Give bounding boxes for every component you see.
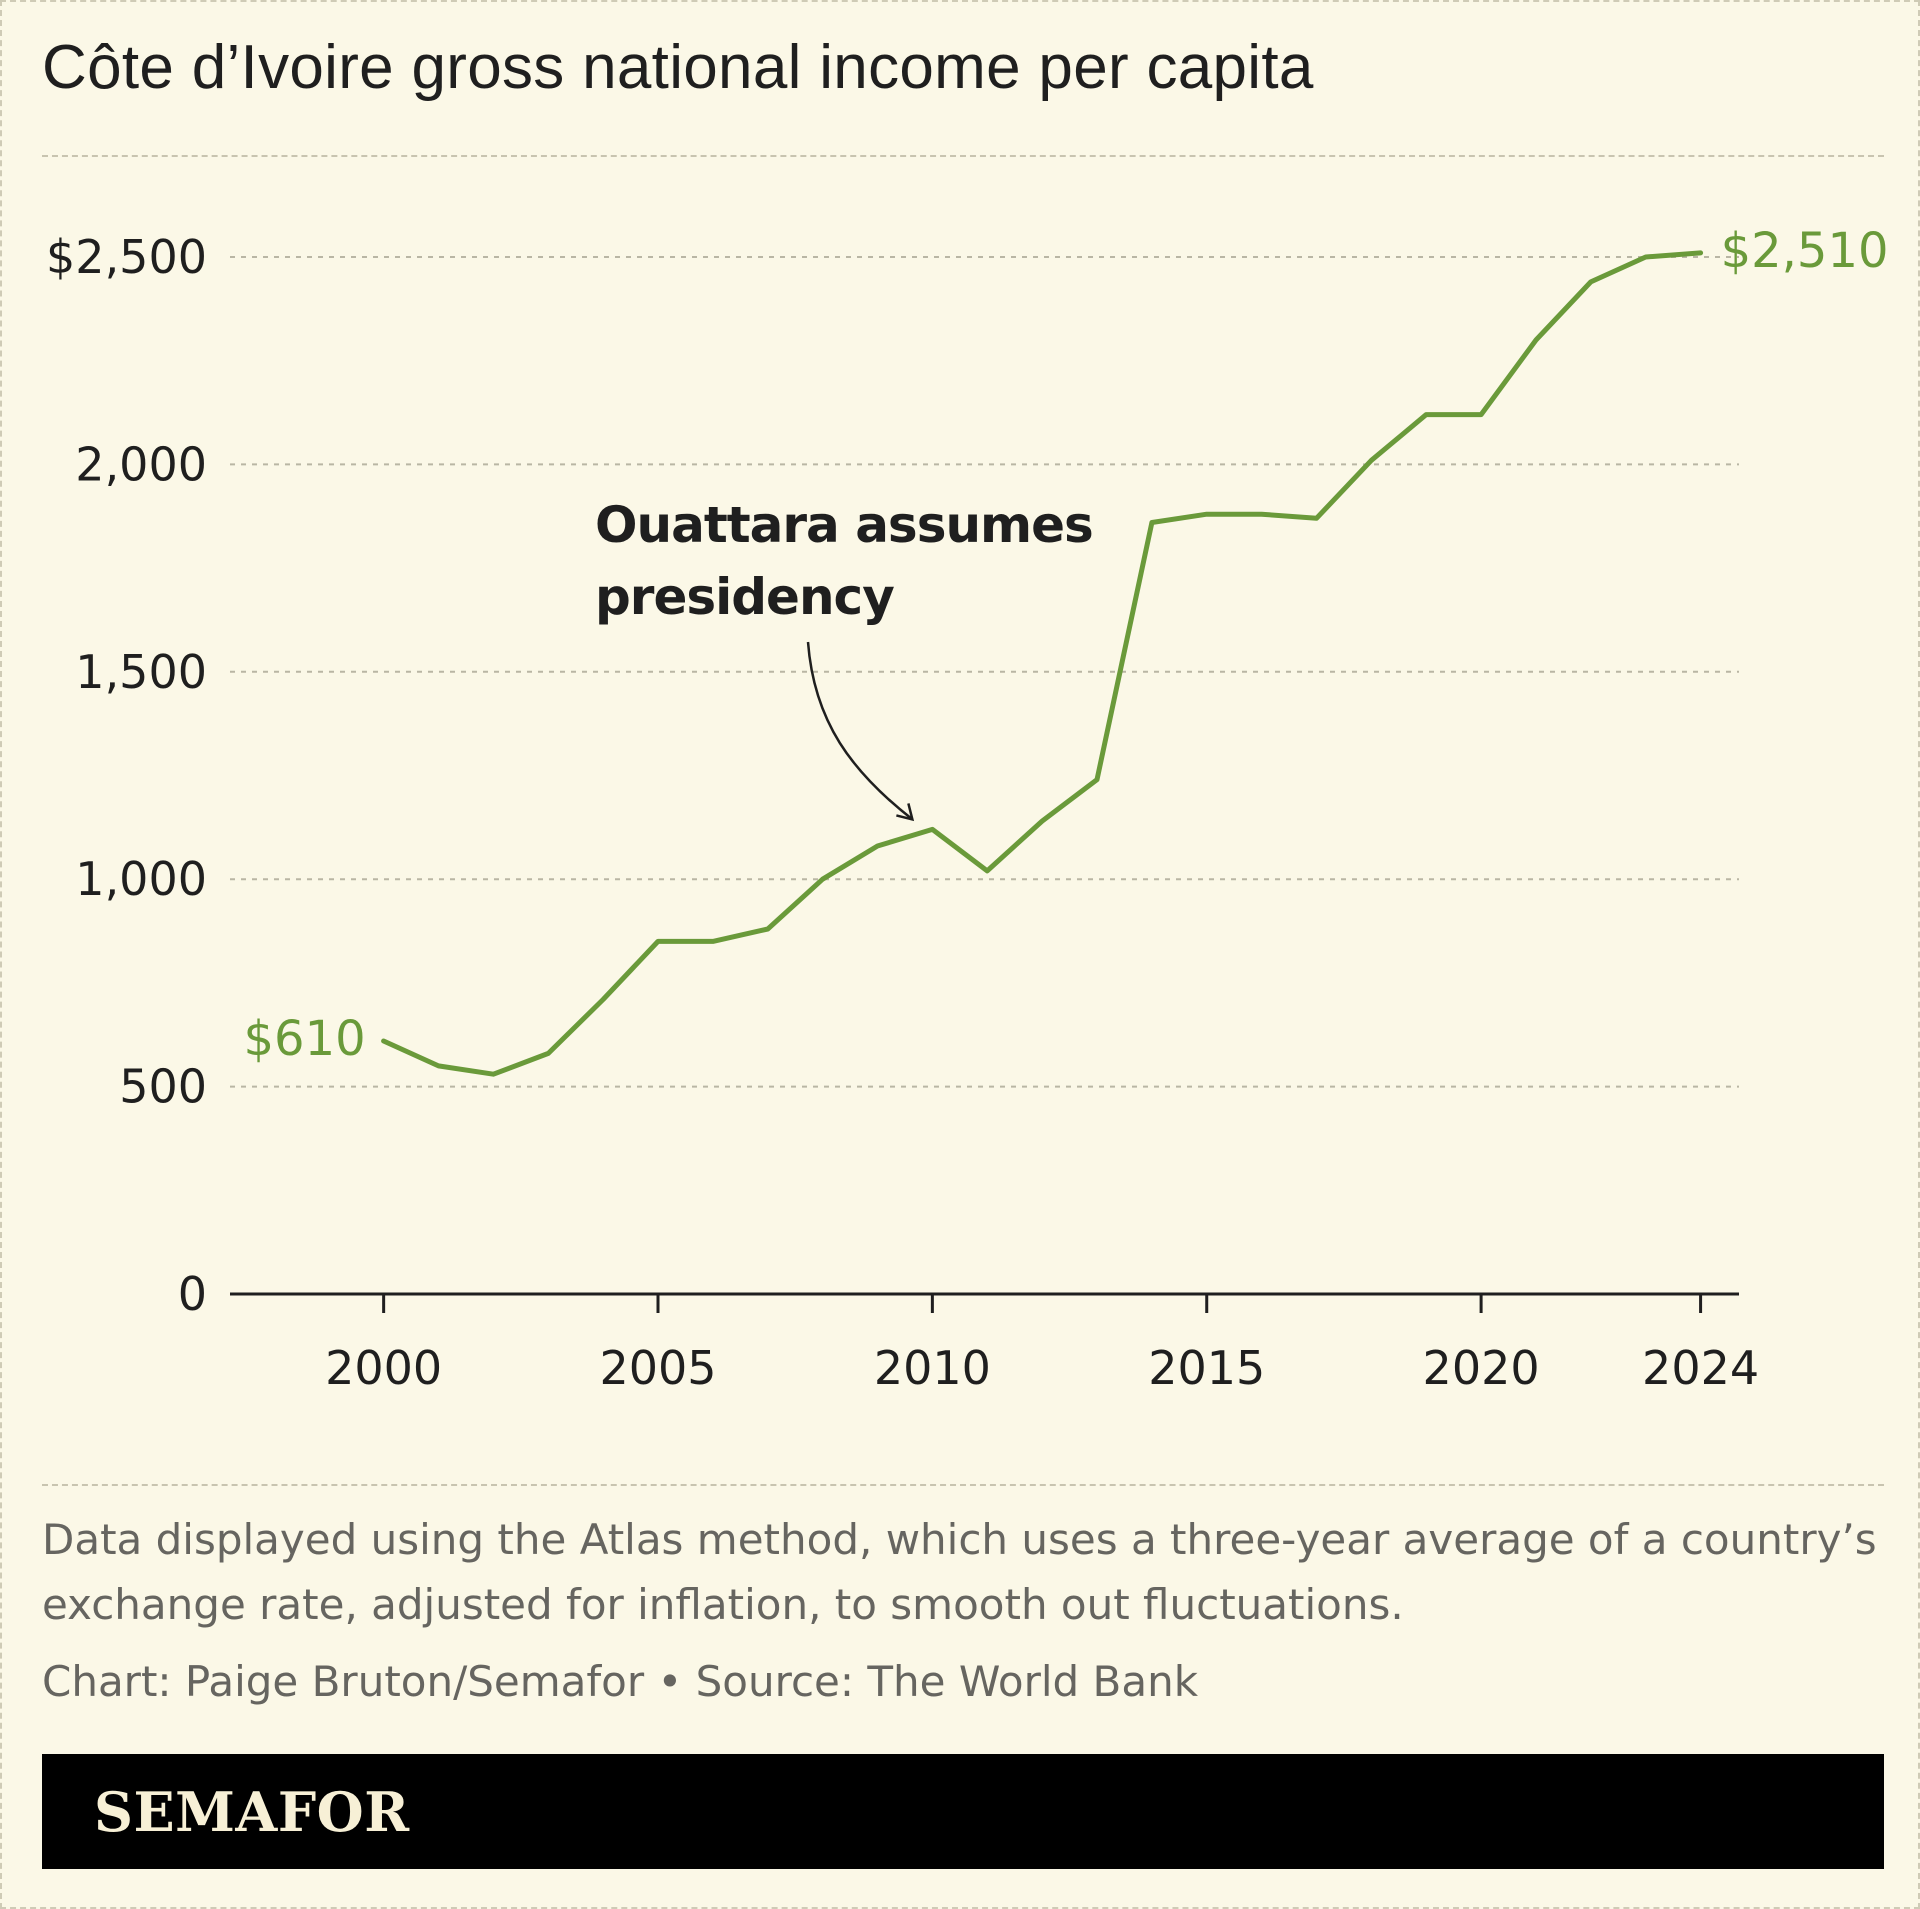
annotation-label: Ouattara assumes (595, 496, 1093, 554)
x-tick-label: 2015 (1148, 1341, 1265, 1395)
annotation-arrow (806, 641, 914, 821)
y-tick-label: 1,500 (75, 645, 207, 699)
chart-title: Côte d’Ivoire gross national income per … (42, 33, 1314, 102)
top-divider (42, 155, 1884, 157)
x-tick-label: 2005 (599, 1341, 716, 1395)
x-tick-label: 2020 (1423, 1341, 1540, 1395)
gridlines (230, 256, 1739, 1088)
x-tick-label: 2010 (874, 1341, 991, 1395)
line-chart: 0 500 1,000 1,500 2,000 $2,500 2000 2005 2010 201… (46, 223, 1889, 1395)
annotation-arrowhead (896, 803, 915, 822)
x-tick-label: 2024 (1642, 1341, 1759, 1395)
brand-logo: SEMAFOR (94, 1780, 410, 1844)
chart-credit: Chart: Paige Bruton/Semafor • Source: Th… (42, 1657, 1199, 1706)
annotations: $610 $2,510 Ouattara assumes presidency (243, 223, 1888, 1067)
y-tick-label: 0 (178, 1267, 207, 1321)
y-tick-label: 1,000 (75, 852, 207, 906)
end-value-label: $2,510 (1721, 223, 1889, 279)
start-value-label: $610 (243, 1011, 365, 1067)
x-tick-label: 2000 (325, 1341, 442, 1395)
axes: 0 500 1,000 1,500 2,000 $2,500 2000 2005 2010 201… (46, 230, 1759, 1395)
y-tick-label: 500 (119, 1060, 207, 1114)
y-tick-label: $2,500 (46, 230, 207, 284)
bottom-divider (42, 1484, 1884, 1486)
series-line (381, 250, 1704, 1077)
annotation-label: presidency (595, 568, 894, 626)
series (381, 250, 1704, 1077)
brand-bar: SEMAFOR (42, 1754, 1884, 1869)
methodology-note: Data displayed using the Atlas method, w… (42, 1515, 1877, 1629)
y-tick-label: 2,000 (75, 437, 207, 491)
